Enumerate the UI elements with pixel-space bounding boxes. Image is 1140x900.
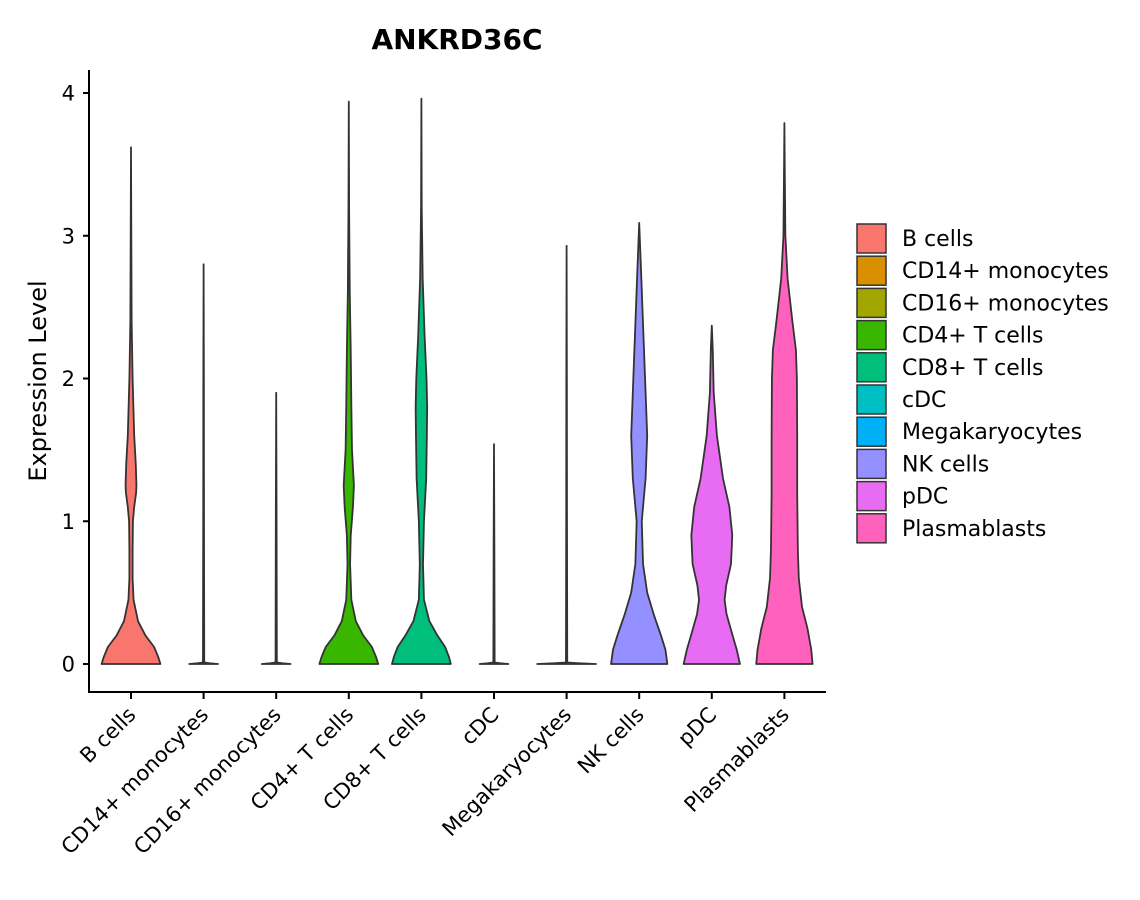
y-tick-label: 3 [62, 224, 75, 248]
legend-swatch-pdc [856, 480, 887, 512]
legend-swatch-cd16plus-monocytes [856, 287, 887, 319]
violin-megakaryocytes [536, 244, 597, 665]
violin-pdc [682, 324, 741, 665]
x-tick-label-megakaryocytes: Megakaryocytes [438, 703, 577, 842]
legend-label-cdc: cDC [902, 388, 946, 413]
legend-label-megakaryocytes: Megakaryocytes [902, 420, 1082, 445]
violin-plasmablasts [755, 122, 814, 665]
legend-label-cd8plus-t-cells: CD8+ T cells [902, 356, 1043, 381]
legend-label-cd4plus-t-cells: CD4+ T cells [902, 324, 1043, 349]
y-ticks: 0 1 2 3 4 [62, 82, 89, 677]
legend-swatch-nk-cells [856, 448, 887, 480]
legend-label-pdc: pDC [902, 485, 948, 510]
y-tick-label: 2 [62, 367, 75, 391]
violin-cd16plus-monocytes [260, 391, 292, 665]
violin-nk-cells [610, 222, 669, 665]
violin-cd4plus-t-cells [318, 100, 380, 665]
legend: B cells CD14+ monocytes CD16+ monocytes CD4… [856, 223, 1109, 544]
y-axis-title: Expression Level [24, 280, 52, 481]
violin-cd8plus-t-cells [391, 97, 452, 665]
legend-label-nk-cells: NK cells [902, 452, 989, 477]
legend-swatch-b-cells [856, 223, 887, 254]
x-tick-label-cdc: cDC [457, 703, 504, 750]
x-tick-label-nk-cells: NK cells [573, 703, 649, 779]
legend-label-cd16plus-monocytes: CD16+ monocytes [902, 291, 1109, 316]
violin-cdc [478, 443, 510, 665]
legend-label-plasmablasts: Plasmablasts [902, 517, 1046, 542]
legend-label-cd14plus-monocytes: CD14+ monocytes [902, 259, 1109, 284]
legend-swatch-cd14plus-monocytes [856, 255, 887, 286]
legend-swatch-megakaryocytes [856, 416, 887, 447]
x-tick-label-b-cells: B cells [75, 703, 140, 768]
violin-layer [100, 97, 814, 665]
x-tick-label-pdc: pDC [673, 703, 721, 751]
legend-label-b-cells: B cells [902, 227, 973, 252]
y-tick-label: 4 [62, 82, 75, 106]
y-tick-label: 0 [62, 653, 75, 677]
legend-swatch-cdc [856, 384, 887, 415]
legend-swatch-cd8plus-t-cells [856, 352, 887, 383]
violin-b-cells [100, 146, 162, 665]
violin-cd14plus-monocytes [188, 263, 219, 665]
y-tick-label: 1 [62, 510, 75, 534]
chart-title: ANKRD36C [371, 23, 542, 56]
legend-swatch-plasmablasts [856, 513, 887, 544]
legend-swatch-cd4plus-t-cells [856, 319, 887, 351]
